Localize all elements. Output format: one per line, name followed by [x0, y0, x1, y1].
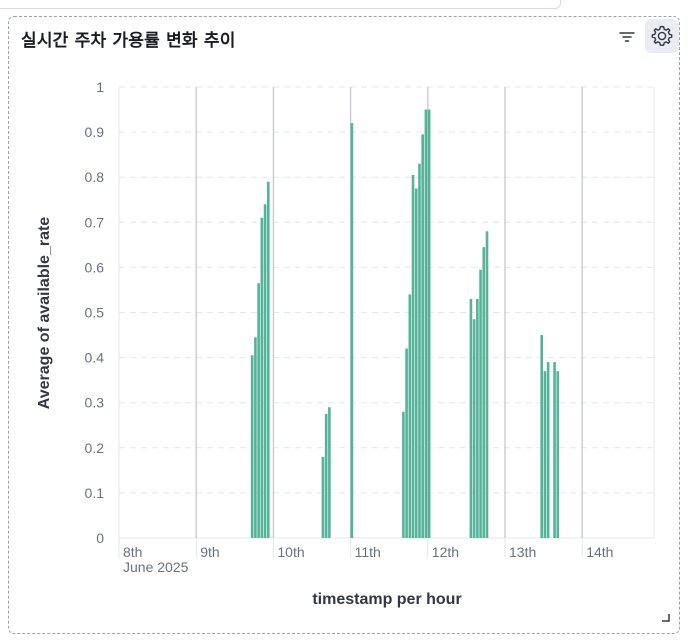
bar — [556, 371, 560, 538]
y-tick-label: 0.5 — [85, 305, 105, 321]
visualization-panel: 실시간 주차 가용률 변화 추이 — [8, 16, 680, 634]
y-tick-label: 0 — [96, 530, 104, 546]
previous-panel-edge — [0, 0, 561, 9]
filter-icon[interactable] — [617, 27, 637, 47]
panel-settings-button[interactable] — [645, 19, 679, 53]
y-tick-label: 0.6 — [85, 259, 105, 275]
bar — [421, 134, 424, 539]
bar — [254, 337, 257, 538]
bar — [418, 163, 421, 539]
x-tick-label: 9th — [200, 544, 219, 560]
bar — [250, 355, 254, 538]
bar — [324, 413, 328, 538]
bar — [408, 294, 412, 538]
y-tick-label: 0.4 — [85, 350, 105, 366]
bar — [485, 231, 489, 538]
x-tick-label: 8th — [123, 544, 142, 560]
x-tick-label: 14th — [586, 544, 613, 560]
bar — [321, 456, 325, 538]
bar — [260, 217, 264, 539]
chart-grid — [119, 86, 654, 539]
y-axis-title: Average of available_rate — [36, 217, 53, 410]
gear-icon — [651, 25, 673, 46]
bar — [350, 123, 354, 538]
bar — [411, 174, 415, 538]
bar — [546, 362, 550, 538]
panel-title: 실시간 주차 가용률 변화 추이 — [21, 31, 236, 51]
y-tick-label: 0.8 — [85, 169, 105, 185]
y-tick-label: 0.2 — [85, 440, 105, 456]
bar — [469, 298, 473, 538]
y-tick-label: 0.9 — [85, 124, 105, 140]
bar — [543, 371, 547, 538]
bar — [414, 188, 418, 538]
bar — [266, 181, 270, 538]
bar — [553, 362, 556, 538]
bar — [540, 335, 543, 538]
bar — [263, 204, 267, 538]
bar — [427, 109, 431, 539]
bar — [257, 283, 260, 538]
x-tick-label: 12th — [432, 544, 459, 560]
bar — [328, 407, 331, 538]
bar — [424, 109, 428, 539]
x-tick-label: 10th — [277, 544, 304, 560]
y-tick-label: 1 — [96, 79, 104, 95]
x-tick-label: 11th — [355, 544, 381, 560]
x-axis-title: timestamp per hour — [312, 591, 461, 608]
y-tick-label: 0.3 — [85, 395, 105, 411]
resize-handle-icon[interactable] — [659, 611, 671, 623]
bar — [472, 319, 476, 538]
bar — [482, 247, 486, 539]
chart-bars — [250, 109, 560, 539]
y-axis-ticks: 0 0.1 0.2 0.3 0.4 0.5 0.6 0.7 0.8 0.9 1 — [85, 79, 105, 546]
y-tick-label: 0.7 — [85, 214, 105, 230]
x-tick-label: 13th — [509, 544, 536, 560]
bar — [402, 411, 405, 538]
y-tick-label: 0.1 — [85, 485, 105, 501]
bar — [479, 269, 482, 538]
bar — [476, 298, 479, 538]
bar — [405, 348, 408, 538]
x-tick-sublabel: June 2025 — [123, 559, 189, 575]
